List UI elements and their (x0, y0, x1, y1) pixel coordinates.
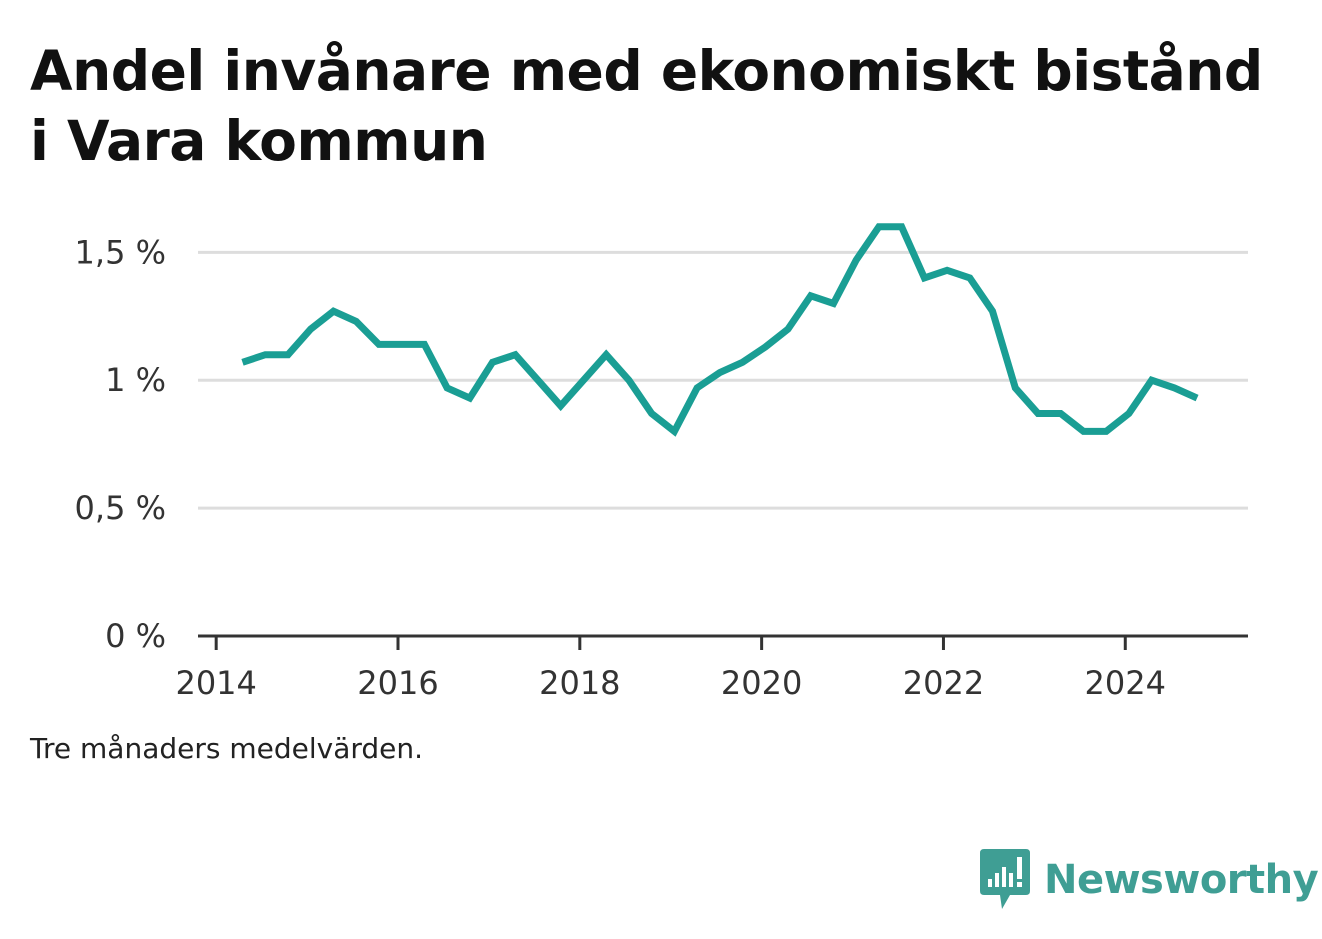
x-tick-label: 2016 (357, 664, 438, 702)
chart-title: Andel invånare med ekonomiskt bistånd i … (30, 39, 1263, 173)
bar-chart-speech-bubble-icon (980, 849, 1030, 909)
y-tick-label: 1,5 % (75, 233, 166, 271)
line-chart: 0 % 0,5 % 1 % 1,5 % 2014 2016 2018 2020 2022 202… (75, 223, 1248, 702)
x-axis: 2014 2016 2018 2020 2022 2024 (175, 634, 1248, 702)
y-tick-label: 0 % (105, 617, 166, 655)
series-line (241, 223, 1199, 437)
x-tick-label: 2018 (539, 664, 620, 702)
x-tick-label: 2024 (1085, 664, 1166, 702)
y-tick-label: 0,5 % (75, 489, 166, 527)
chart-note: Tre månaders medelvärden. (30, 732, 424, 765)
x-tick-label: 2020 (721, 664, 802, 702)
brand-name: Newsworthy (1044, 857, 1319, 903)
y-axis-labels: 0 % 0,5 % 1 % 1,5 % (75, 233, 166, 655)
data-series (241, 223, 1199, 437)
brand-logo: Newsworthy (980, 848, 1319, 912)
x-tick-label: 2014 (175, 664, 256, 702)
grid-lines (198, 250, 1248, 510)
y-tick-label: 1 % (105, 361, 166, 399)
x-tick-label: 2022 (903, 664, 984, 702)
